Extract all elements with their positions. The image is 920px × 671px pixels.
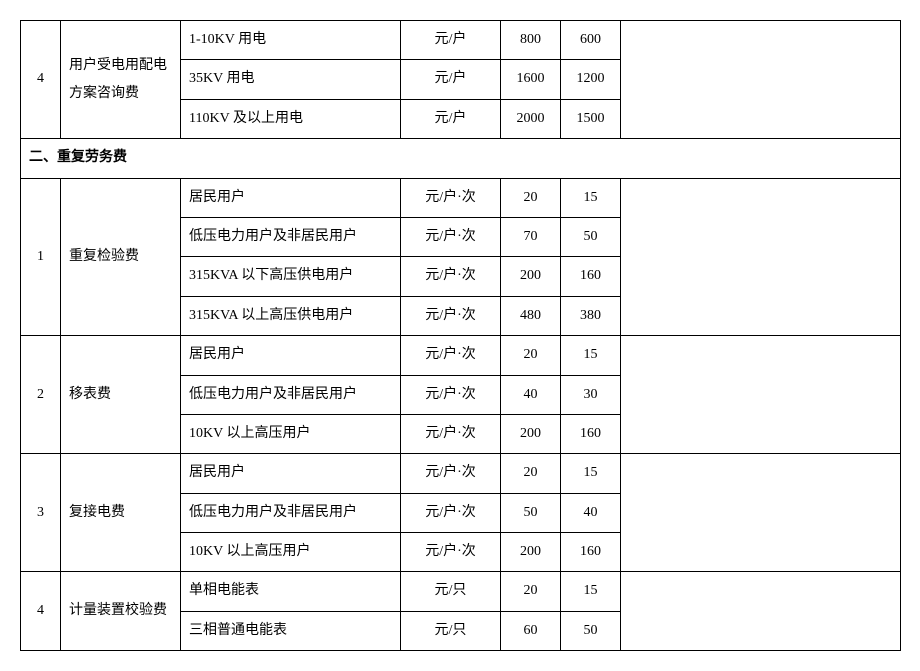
row-index: 1: [21, 178, 61, 336]
fee-desc: 居民用户: [181, 336, 401, 375]
section-header: 二、重复劳务费: [21, 139, 901, 178]
fee-unit: 元/户: [401, 21, 501, 60]
fee-desc: 居民用户: [181, 454, 401, 493]
fee-unit: 元/户·次: [401, 454, 501, 493]
fee-value-1: 60: [501, 611, 561, 650]
fee-desc: 三相普通电能表: [181, 611, 401, 650]
fee-value-1: 20: [501, 454, 561, 493]
fee-unit: 元/户·次: [401, 217, 501, 256]
fee-unit: 元/户·次: [401, 375, 501, 414]
fee-value-1: 70: [501, 217, 561, 256]
fee-value-1: 20: [501, 336, 561, 375]
section-header-row: 二、重复劳务费: [21, 139, 901, 178]
fee-value-1: 2000: [501, 99, 561, 138]
fee-desc: 315KVA 以上高压供电用户: [181, 296, 401, 335]
fee-name: 重复检验费: [61, 178, 181, 336]
row-index: 2: [21, 336, 61, 454]
fee-note: [621, 572, 901, 651]
fee-note: [621, 21, 901, 139]
fee-name: 移表费: [61, 336, 181, 454]
table-row: 3复接电费居民用户元/户·次2015: [21, 454, 901, 493]
fee-value-1: 200: [501, 414, 561, 453]
table-row: 1重复检验费居民用户元/户·次2015: [21, 178, 901, 217]
table-row: 4计量装置校验费单相电能表元/只2015: [21, 572, 901, 611]
fee-desc: 低压电力用户及非居民用户: [181, 493, 401, 532]
fee-unit: 元/只: [401, 611, 501, 650]
fee-value-2: 15: [561, 454, 621, 493]
fee-value-2: 50: [561, 611, 621, 650]
fee-value-1: 40: [501, 375, 561, 414]
fee-value-2: 160: [561, 414, 621, 453]
fee-note: [621, 336, 901, 454]
fee-value-2: 380: [561, 296, 621, 335]
fee-value-1: 1600: [501, 60, 561, 99]
row-index: 3: [21, 454, 61, 572]
fee-unit: 元/户·次: [401, 178, 501, 217]
table-row: 4用户受电用配电方案咨询费1-10KV 用电元/户800600: [21, 21, 901, 60]
fee-value-2: 160: [561, 257, 621, 296]
fee-value-2: 160: [561, 533, 621, 572]
fee-desc: 110KV 及以上用电: [181, 99, 401, 138]
fee-value-2: 1200: [561, 60, 621, 99]
fee-desc: 1-10KV 用电: [181, 21, 401, 60]
fee-value-2: 600: [561, 21, 621, 60]
fee-desc: 10KV 以上高压用户: [181, 533, 401, 572]
fee-desc: 35KV 用电: [181, 60, 401, 99]
fee-desc: 低压电力用户及非居民用户: [181, 375, 401, 414]
fee-unit: 元/户·次: [401, 414, 501, 453]
fee-desc: 低压电力用户及非居民用户: [181, 217, 401, 256]
fee-value-1: 480: [501, 296, 561, 335]
fee-value-2: 30: [561, 375, 621, 414]
row-index: 4: [21, 21, 61, 139]
fee-desc: 单相电能表: [181, 572, 401, 611]
fee-unit: 元/户·次: [401, 296, 501, 335]
fee-value-1: 50: [501, 493, 561, 532]
fee-value-1: 800: [501, 21, 561, 60]
table-row: 2移表费居民用户元/户·次2015: [21, 336, 901, 375]
fee-value-2: 15: [561, 336, 621, 375]
fee-value-1: 20: [501, 572, 561, 611]
row-index: 4: [21, 572, 61, 651]
fee-name: 复接电费: [61, 454, 181, 572]
fee-name: 计量装置校验费: [61, 572, 181, 651]
fee-unit: 元/户: [401, 99, 501, 138]
fee-value-2: 50: [561, 217, 621, 256]
fee-table: 4用户受电用配电方案咨询费1-10KV 用电元/户80060035KV 用电元/…: [20, 20, 901, 651]
fee-unit: 元/户·次: [401, 533, 501, 572]
fee-unit: 元/户: [401, 60, 501, 99]
fee-unit: 元/只: [401, 572, 501, 611]
fee-desc: 10KV 以上高压用户: [181, 414, 401, 453]
fee-value-1: 20: [501, 178, 561, 217]
fee-note: [621, 454, 901, 572]
fee-value-2: 1500: [561, 99, 621, 138]
fee-note: [621, 178, 901, 336]
fee-unit: 元/户·次: [401, 257, 501, 296]
fee-desc: 居民用户: [181, 178, 401, 217]
fee-name: 用户受电用配电方案咨询费: [61, 21, 181, 139]
fee-value-1: 200: [501, 533, 561, 572]
fee-value-2: 15: [561, 178, 621, 217]
fee-value-1: 200: [501, 257, 561, 296]
fee-desc: 315KVA 以下高压供电用户: [181, 257, 401, 296]
fee-value-2: 40: [561, 493, 621, 532]
fee-unit: 元/户·次: [401, 493, 501, 532]
fee-value-2: 15: [561, 572, 621, 611]
fee-unit: 元/户·次: [401, 336, 501, 375]
